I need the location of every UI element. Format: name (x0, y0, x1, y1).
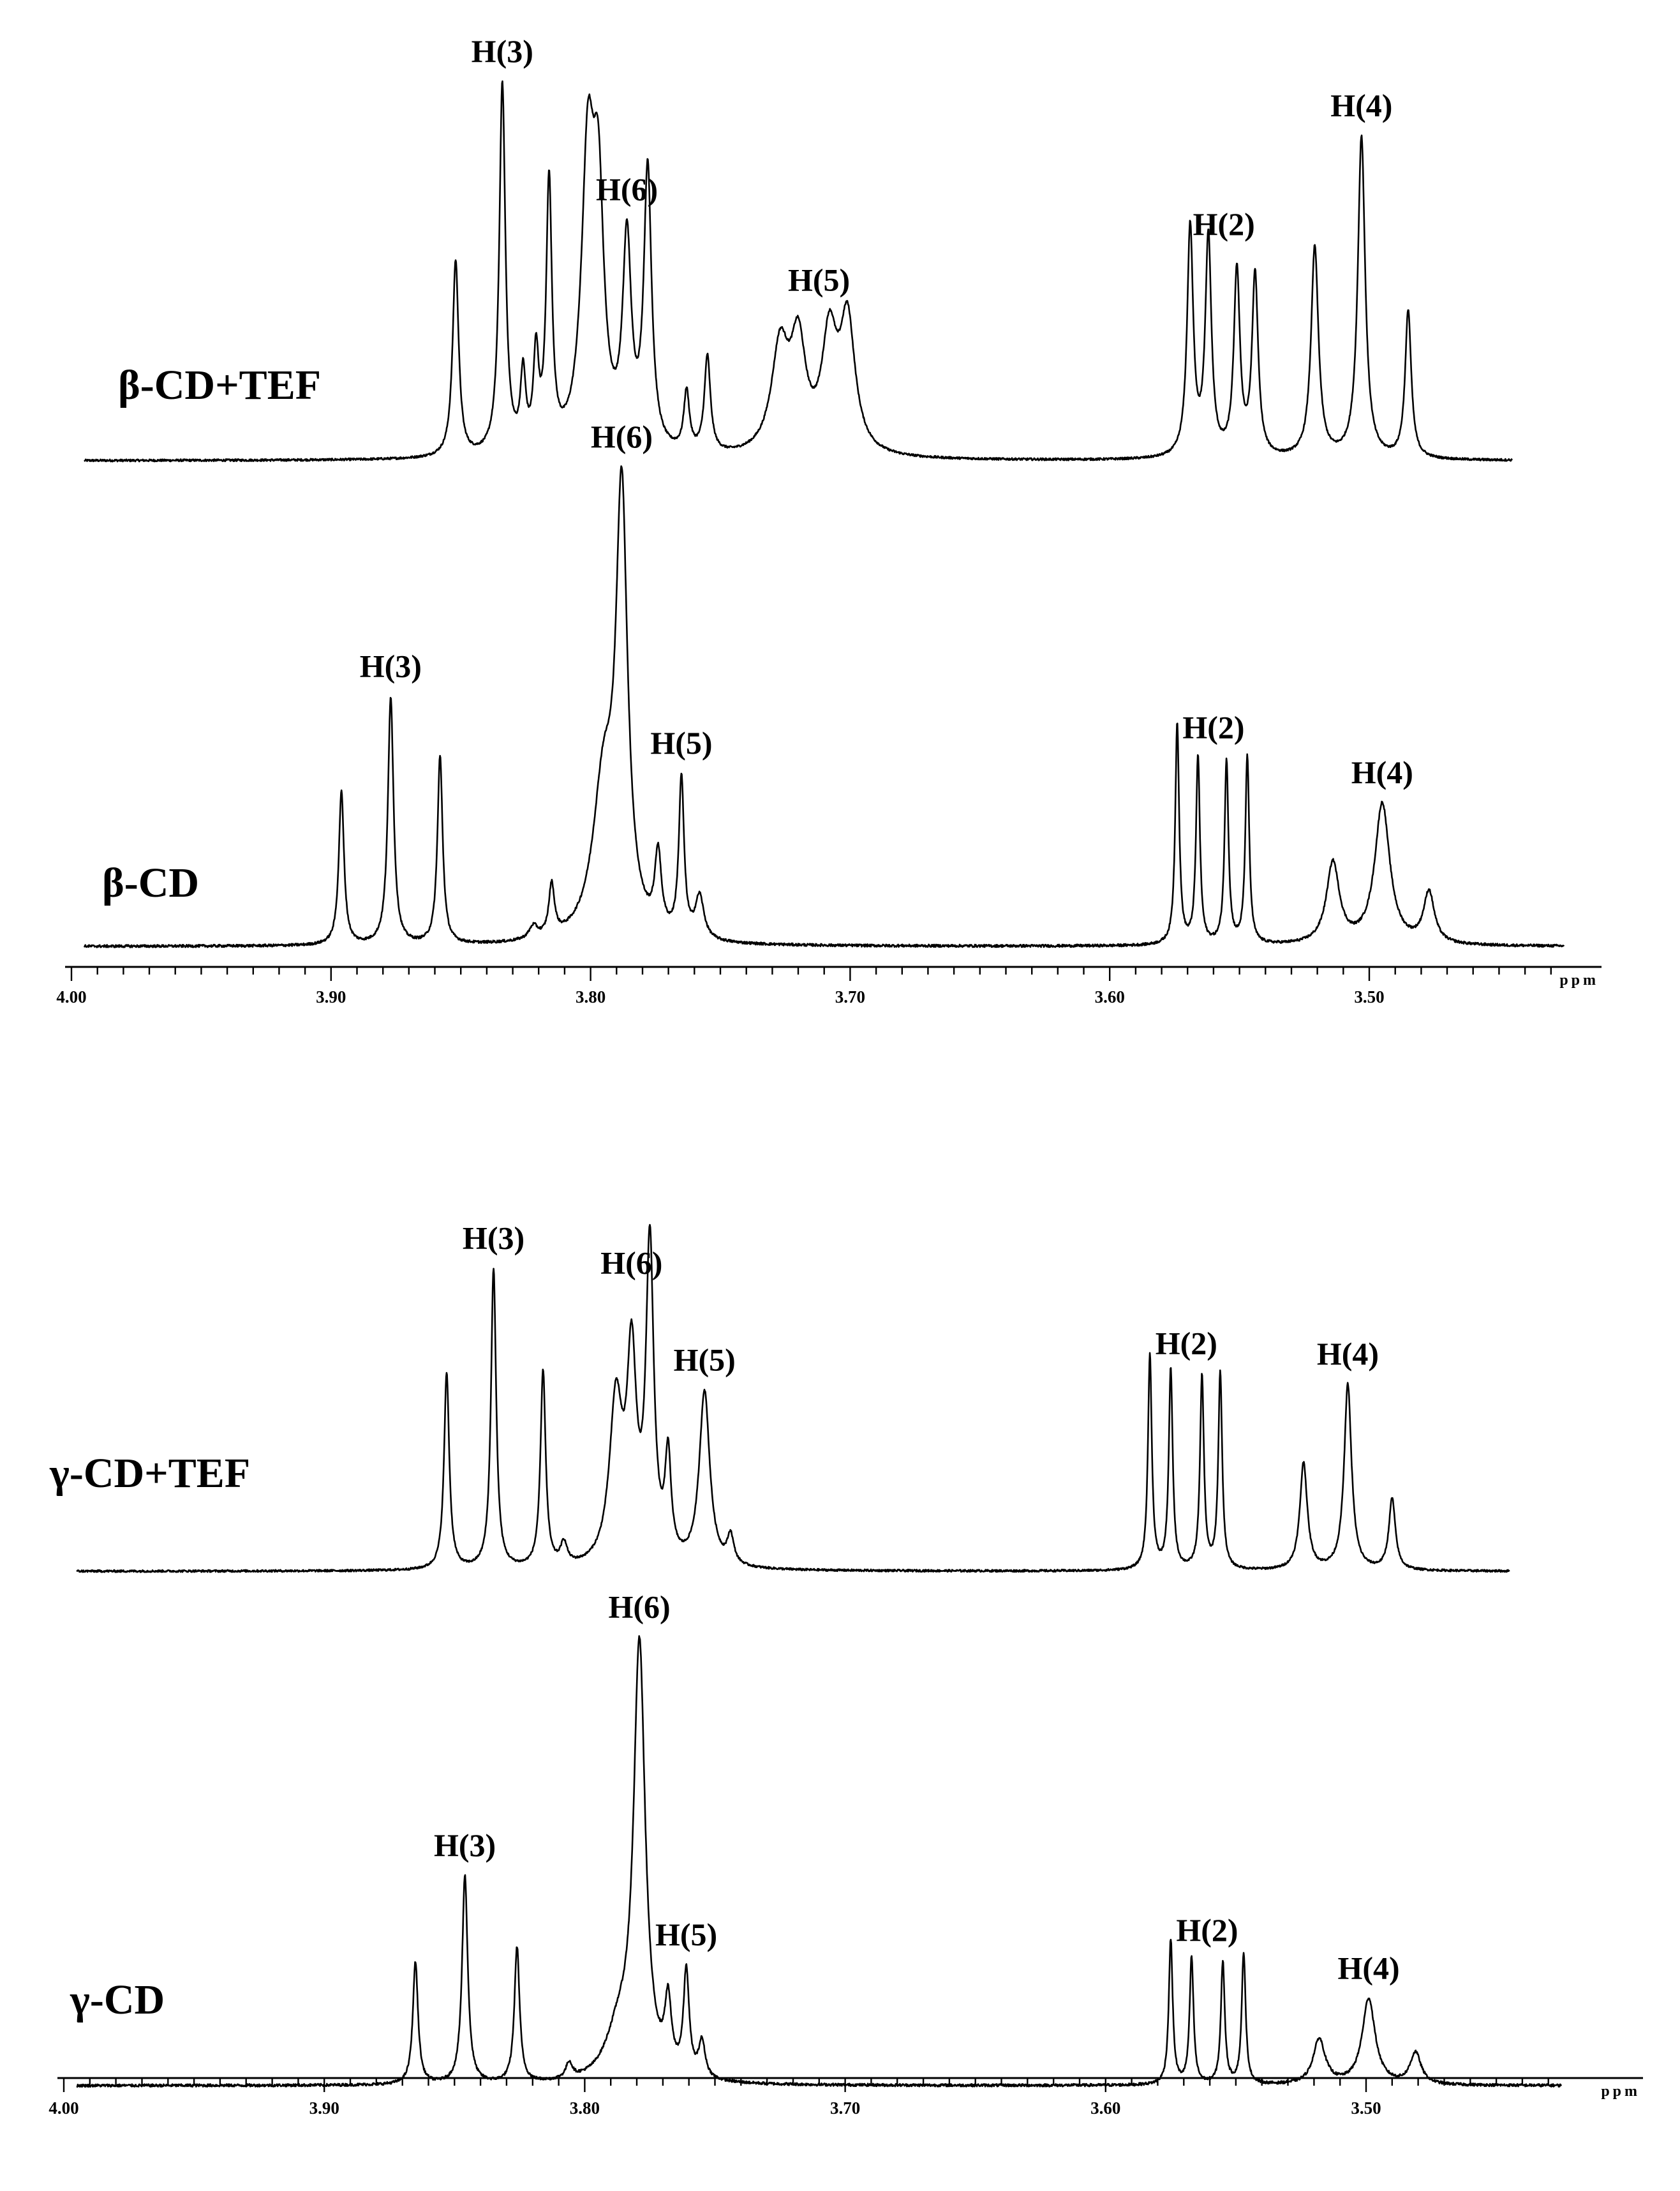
peak-label-5: H(4) (1330, 87, 1392, 123)
tick-label: 4.00 (48, 2098, 78, 2118)
spectrum-line-4 (77, 1636, 1561, 2086)
spectrum-name-4: γ-CD (70, 1977, 165, 2023)
peak-label-4: H(2) (1193, 206, 1255, 242)
tick-label: 3.90 (316, 987, 346, 1006)
peak-label-14: H(2) (1156, 1325, 1217, 1361)
peak-label-20: H(4) (1337, 1950, 1399, 1985)
spectrum-name-3: γ-CD+TEF (49, 1450, 250, 1497)
tick-label: 3.80 (570, 2098, 600, 2118)
ppm-axes: 4.00 3.90 3.80 3.70 3.60 3.50 ppm 4.00 3.90 3.80 3… (48, 967, 1643, 2118)
peak-label-7: H(6) (591, 419, 653, 454)
tick-label: 3.60 (1095, 987, 1125, 1006)
tick-label: 3.70 (835, 987, 865, 1006)
tick-label: 3.60 (1090, 2098, 1120, 2118)
spectrum-line-2 (84, 466, 1564, 947)
peak-label-1: H(3) (472, 33, 533, 69)
tick-label: 3.50 (1351, 2098, 1381, 2118)
tick-label: 3.70 (830, 2098, 860, 2118)
peak-label-17: H(6) (609, 1589, 671, 1625)
peak-label-12: H(6) (600, 1245, 662, 1280)
peak-label-9: H(2) (1182, 710, 1244, 745)
peak-label-3: H(5) (788, 262, 850, 298)
peak-label-16: H(3) (434, 1827, 496, 1863)
peak-label-2: H(6) (596, 171, 658, 207)
unit-label-1: ppm (1559, 972, 1599, 989)
spectrum-line-3 (77, 1225, 1509, 1572)
peak-labels: β-CD+TEF β-CD γ-CD+TEF γ-CD H(3) H(6) H(5) H(2)… (49, 33, 1413, 2023)
spectrum-name-2: β-CD (102, 860, 199, 906)
peak-label-15: H(4) (1317, 1336, 1379, 1372)
tick-label: 3.90 (309, 2098, 339, 2118)
peak-label-13: H(5) (674, 1342, 736, 1377)
unit-label-2: ppm (1601, 2083, 1640, 2100)
peak-label-11: H(3) (463, 1220, 524, 1256)
peak-label-6: H(3) (360, 648, 422, 684)
tick-label: 3.80 (576, 987, 606, 1006)
peak-label-8: H(5) (650, 725, 712, 761)
spectrum-name-1: β-CD+TEF (118, 362, 321, 408)
peak-label-18: H(5) (655, 1917, 717, 1952)
tick-label: 3.50 (1354, 987, 1384, 1006)
tick-label: 4.00 (56, 987, 86, 1006)
peak-label-10: H(4) (1351, 754, 1413, 790)
peak-label-19: H(2) (1176, 1912, 1238, 1948)
